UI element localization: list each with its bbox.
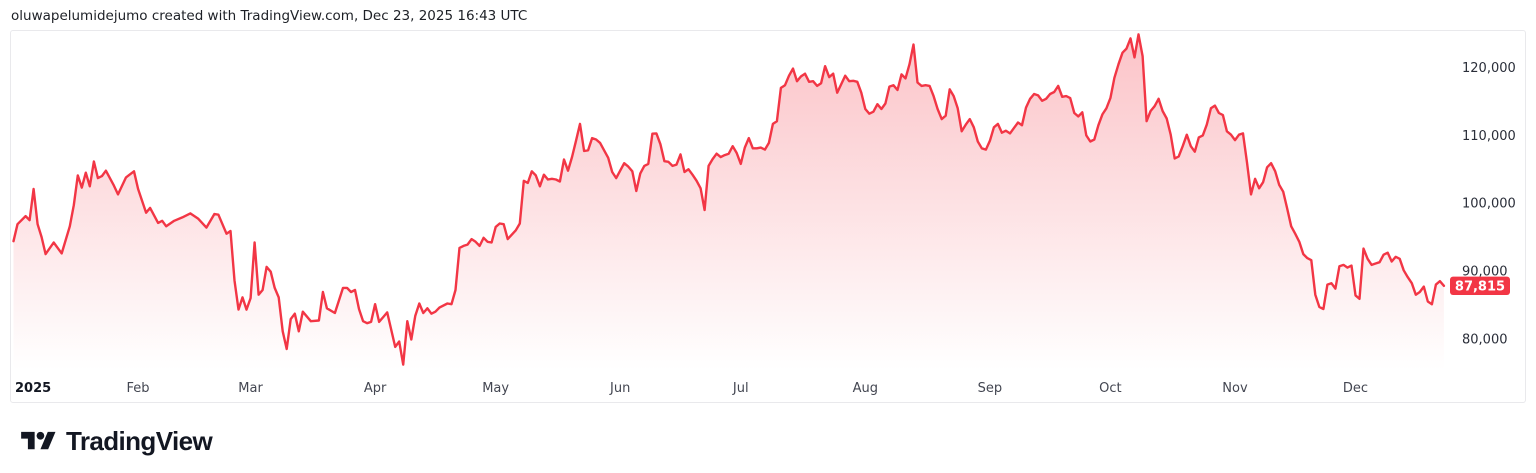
tradingview-logo-icon (21, 431, 56, 449)
price-chart[interactable]: 120,000 110,000 100,000 90,000 80,000 2025 Feb… (11, 31, 1525, 402)
tradingview-wordmark: TradingView (66, 426, 213, 456)
y-axis-label: 100,000 (1462, 197, 1516, 212)
x-axis-label: Aug (853, 381, 878, 396)
x-axis-label: May (482, 381, 509, 396)
x-axis-label: 2025 (15, 381, 51, 396)
chart-panel: 120,000 110,000 100,000 90,000 80,000 2025 Feb… (10, 30, 1526, 403)
x-axis-label: Sep (978, 381, 1003, 396)
y-axis-label: 120,000 (1462, 61, 1516, 76)
x-axis-label: Dec (1343, 381, 1368, 396)
area-fill (13, 34, 1444, 371)
x-axis-label: Jul (732, 381, 749, 396)
x-axis-label: Apr (364, 381, 387, 396)
x-axis-label: Nov (1222, 381, 1248, 396)
y-axis-label: 110,000 (1462, 129, 1516, 144)
x-axis-label: Oct (1099, 381, 1121, 396)
tradingview-brand[interactable]: TradingView (21, 426, 213, 456)
attribution-text: oluwapelumidejumo created with TradingVi… (11, 8, 528, 24)
x-axis-label: Mar (238, 381, 263, 396)
last-price-badge (1450, 276, 1510, 296)
y-axis-label: 90,000 (1462, 265, 1508, 280)
x-axis-label: Jun (609, 381, 630, 396)
last-price-label: 87,815 (1455, 279, 1505, 294)
x-axis-label: Feb (127, 381, 150, 396)
y-axis-label: 80,000 (1462, 332, 1508, 347)
price-line (12, 33, 1446, 366)
